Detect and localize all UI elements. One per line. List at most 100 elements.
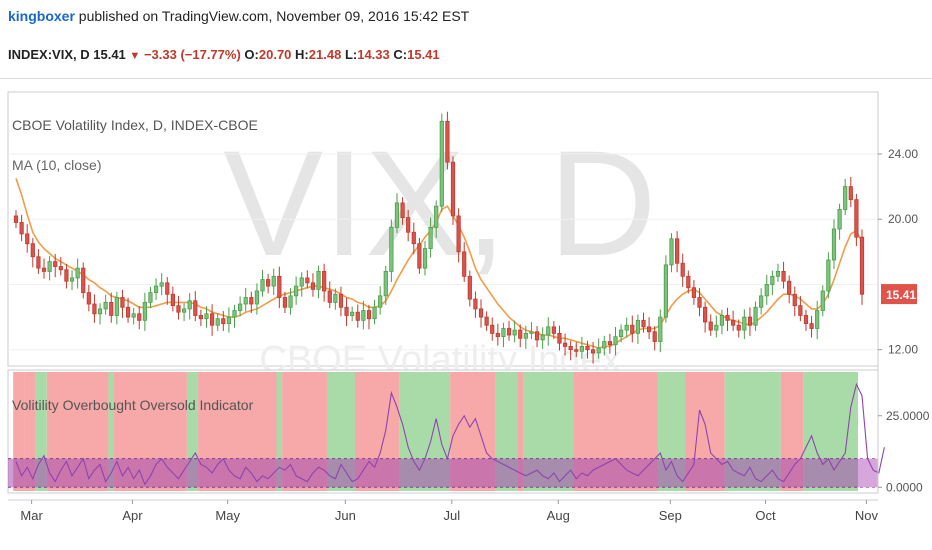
candle-body <box>165 282 170 295</box>
open-label: O: <box>244 47 259 62</box>
last-price-tag-label: 15.41 <box>886 288 916 302</box>
candle-body <box>249 297 254 305</box>
candle-body <box>434 205 439 228</box>
candle-body <box>355 311 360 321</box>
candle-body <box>624 324 629 331</box>
candle-body <box>282 297 288 308</box>
candle-body <box>428 226 433 249</box>
candle-body <box>490 324 495 334</box>
indicator-band <box>8 458 858 488</box>
candle-body <box>327 290 332 303</box>
candle-body <box>478 308 484 318</box>
candle-body <box>792 293 797 307</box>
candle-body <box>266 279 271 287</box>
indicator-title[interactable]: Volitility Overbought Oversold Indicator <box>12 397 254 413</box>
candle-body <box>417 243 422 269</box>
candle-body <box>658 316 663 342</box>
candle-body <box>703 306 708 323</box>
close-value: 15.41 <box>407 47 440 62</box>
candle-body <box>193 300 198 316</box>
candle-body <box>64 269 69 282</box>
candle-body <box>652 331 657 342</box>
candle-body <box>534 331 540 341</box>
candle-body <box>618 329 624 338</box>
candle-body <box>697 297 702 308</box>
candle-body <box>142 301 147 321</box>
toolbar-divider <box>0 78 932 79</box>
candle-body <box>630 324 635 334</box>
time-tick-label: Mar <box>20 508 43 523</box>
candle-body <box>148 292 153 303</box>
candle-body <box>361 310 366 321</box>
candle-body <box>445 120 450 163</box>
low-value: 14.33 <box>357 47 390 62</box>
open-value: 20.70 <box>258 47 292 62</box>
candle-body <box>254 290 260 305</box>
axes: 24.00 20.00 12.00 15.41 25.0000 0.0000 Mar Apr M… <box>8 92 930 523</box>
candle-body <box>277 275 282 298</box>
candle-body <box>294 285 299 297</box>
symbol-info-bar: INDEX:VIX, D 15.41 ▼ −3.33 (−17.77%) O:2… <box>8 47 440 62</box>
high-value: 21.48 <box>308 47 342 62</box>
candle-body <box>843 186 848 210</box>
candle-body <box>47 261 52 272</box>
candle-body <box>731 319 736 326</box>
candle-body <box>607 341 612 346</box>
time-tick-label: Apr <box>122 508 143 523</box>
candle-body <box>310 282 316 290</box>
candle-body <box>422 248 428 269</box>
candle-body <box>13 215 19 223</box>
candle-body <box>759 295 764 308</box>
candle-body <box>585 346 590 351</box>
candle-body <box>456 215 461 253</box>
candle-body <box>809 323 814 329</box>
candle-body <box>708 321 713 331</box>
candle-body <box>125 306 131 318</box>
candle-body <box>187 300 192 310</box>
author-link[interactable]: kingboxer <box>8 8 75 24</box>
candle-body <box>546 326 551 336</box>
candle-body <box>753 306 758 326</box>
down-arrow-icon: ▼ <box>129 50 141 62</box>
candle-body <box>221 318 226 324</box>
candle-body <box>736 324 741 331</box>
candle-body <box>215 318 220 326</box>
candle-body <box>338 293 344 308</box>
candle-body <box>170 293 175 307</box>
candle-body <box>798 305 803 316</box>
candle-body <box>820 290 825 311</box>
candle-body <box>81 267 86 294</box>
candle-body <box>226 316 232 324</box>
candle-body <box>646 326 652 333</box>
candle-body <box>484 316 489 326</box>
indicator-pane[interactable] <box>7 369 885 494</box>
ma-study-label[interactable]: MA (10, close) <box>12 157 101 173</box>
candle-body <box>613 336 618 346</box>
regime-green <box>186 372 199 491</box>
candle-body <box>53 261 58 267</box>
candle-body <box>859 236 865 295</box>
candle-body <box>714 324 719 331</box>
candle-body <box>815 310 820 329</box>
symbol-name[interactable]: INDEX:VIX, D <box>8 47 90 62</box>
candle-body <box>86 292 91 305</box>
candle-body <box>204 313 209 320</box>
candle-body <box>383 271 388 297</box>
ma-line <box>15 178 863 349</box>
candle-body <box>557 332 562 344</box>
candle-body <box>641 319 646 328</box>
last-price-tag <box>881 284 917 305</box>
candle-body <box>25 233 30 245</box>
candle-body <box>523 332 528 339</box>
candle-body <box>663 264 669 318</box>
indicator-band-label-area <box>858 458 878 488</box>
candle-body <box>411 231 416 245</box>
time-tick-label: Oct <box>755 508 776 523</box>
candle-body <box>159 282 164 287</box>
candle-body <box>92 303 97 315</box>
time-tick-label: Aug <box>547 508 570 523</box>
candle-body <box>826 259 831 292</box>
candle-body <box>389 226 394 272</box>
candle-body <box>120 297 125 308</box>
